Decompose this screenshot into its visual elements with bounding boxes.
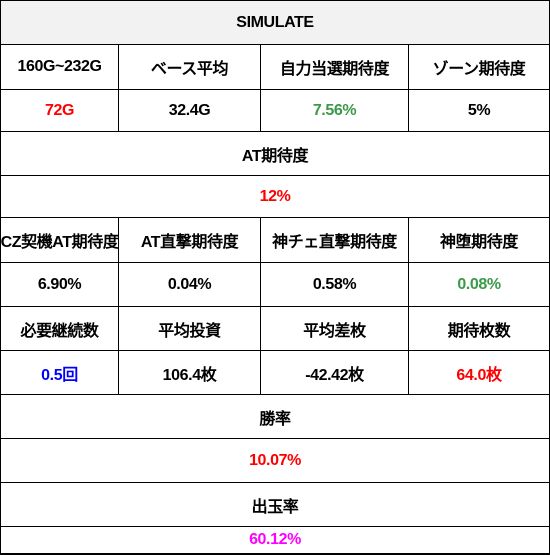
- win-rate-label: 勝率: [0, 395, 550, 439]
- win-rate-value: 10.07%: [0, 439, 550, 483]
- header-game-range: 160G~232G: [0, 45, 119, 90]
- table-title: SIMULATE: [0, 0, 550, 45]
- value-expected-medals: 64.0枚: [409, 351, 550, 395]
- header-kamiche-direct-expectation: 神チェ直撃期待度: [261, 218, 409, 263]
- header-base-average: ベース平均: [119, 45, 261, 90]
- at-expectation-value: 12%: [0, 176, 550, 218]
- value-game-range: 72G: [0, 90, 119, 132]
- header-at-direct-expectation: AT直撃期待度: [119, 218, 261, 263]
- value-cz-at-expectation: 6.90%: [0, 263, 119, 307]
- value-required-continuation: 0.5回: [0, 351, 119, 395]
- value-zone-expectation: 5%: [409, 90, 550, 132]
- header-kamida-expectation: 神堕期待度: [409, 218, 550, 263]
- value-average-investment: 106.4枚: [119, 351, 261, 395]
- header-self-win-expectation: 自力当選期待度: [261, 45, 409, 90]
- value-base-average: 32.4G: [119, 90, 261, 132]
- header-average-difference: 平均差枚: [261, 307, 409, 351]
- value-kamida-expectation: 0.08%: [409, 263, 550, 307]
- at-expectation-label: AT期待度: [0, 132, 550, 176]
- value-at-direct-expectation: 0.04%: [119, 263, 261, 307]
- header-zone-expectation: ゾーン期待度: [409, 45, 550, 90]
- value-average-difference: -42.42枚: [261, 351, 409, 395]
- header-required-continuation: 必要継続数: [0, 307, 119, 351]
- header-average-investment: 平均投資: [119, 307, 261, 351]
- header-cz-at-expectation: CZ契機AT期待度: [0, 218, 119, 263]
- value-self-win-expectation: 7.56%: [261, 90, 409, 132]
- value-kamiche-direct-expectation: 0.58%: [261, 263, 409, 307]
- header-expected-medals: 期待枚数: [409, 307, 550, 351]
- payout-rate-label: 出玉率: [0, 483, 550, 527]
